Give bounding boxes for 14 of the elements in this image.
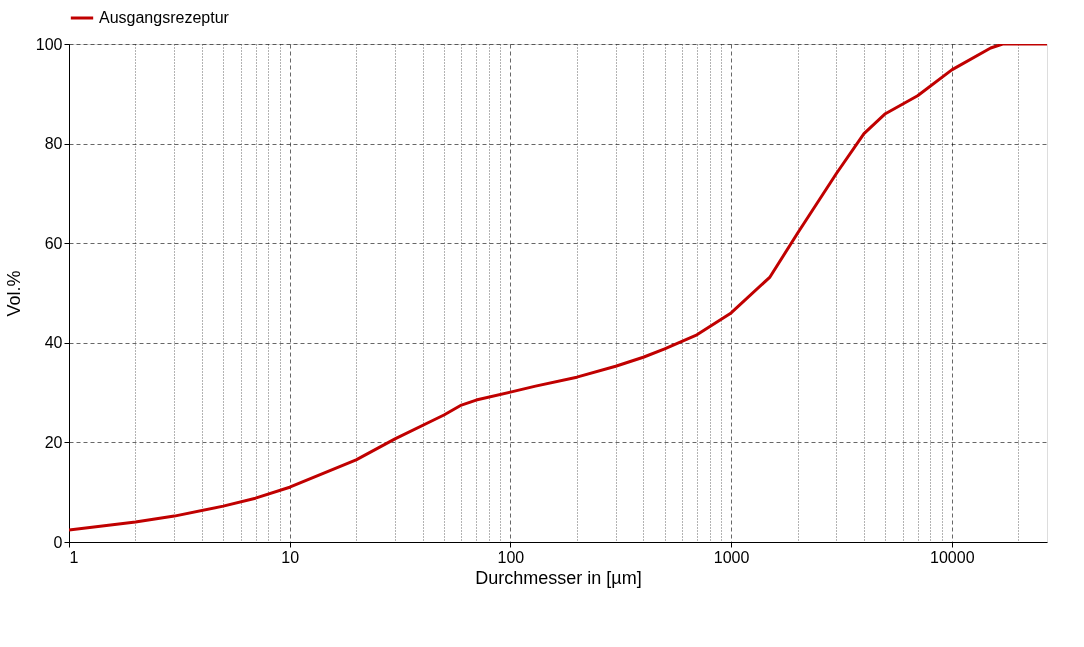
x-tick-label: 1 <box>69 548 79 566</box>
x-tick-label: 100 <box>497 548 525 566</box>
x-tick-label: 1000 <box>713 548 750 566</box>
y-tick-label: 80 <box>44 135 63 153</box>
y-axis-title: Vol.% <box>3 270 24 317</box>
y-tick-label: 60 <box>44 234 63 252</box>
legend-label: Ausgangsrezeptur <box>99 9 230 26</box>
y-tick-label: 100 <box>35 35 63 53</box>
x-tick-label: 10 <box>281 548 300 566</box>
x-tick-label: 10000 <box>930 548 975 566</box>
x-axis-title: Durchmesser in [µm] <box>475 567 642 588</box>
y-tick-label: 40 <box>44 334 63 352</box>
y-tick-label: 20 <box>44 433 63 451</box>
y-tick-label: 0 <box>53 533 63 551</box>
